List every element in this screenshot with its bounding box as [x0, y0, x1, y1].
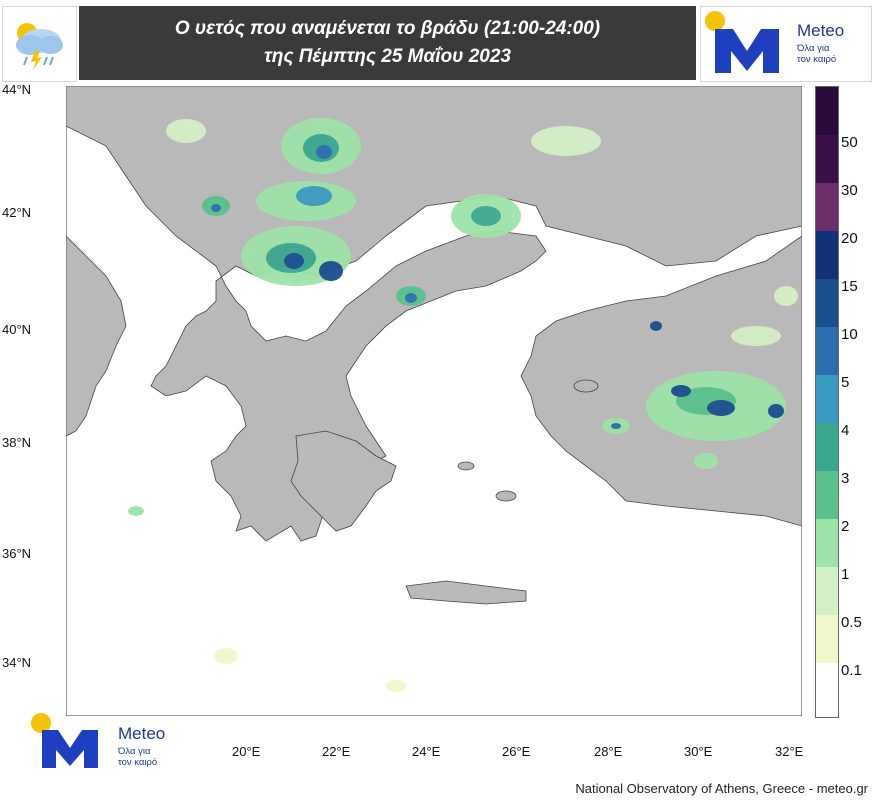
- legend-label: 10: [841, 326, 858, 343]
- legend-swatch: [816, 567, 838, 615]
- rain-cloud-icon: [2, 6, 77, 82]
- lon-label: 20°E: [232, 744, 261, 759]
- lat-label: 44°N: [2, 82, 32, 97]
- legend-label: 15: [841, 278, 858, 295]
- legend-swatch: [816, 375, 838, 423]
- lon-label: 30°E: [684, 744, 713, 759]
- legend-swatch: [816, 519, 838, 567]
- lat-label: 42°N: [2, 205, 32, 220]
- title-bar: Ο υετός που αναμένεται το βράδυ (21:00-2…: [79, 6, 696, 80]
- lon-label: 22°E: [322, 744, 351, 759]
- land-italy: [65, 235, 127, 437]
- legend-label: 2: [841, 518, 850, 535]
- meteo-logo-top: Meteo Όλα για τον καιρό: [700, 6, 872, 82]
- legend-label: 30: [841, 182, 858, 199]
- legend-swatch: [816, 663, 838, 717]
- legend-swatch: [816, 471, 838, 519]
- logo-tagline-2: τον καιρό: [797, 54, 837, 65]
- lat-label: 40°N: [2, 322, 32, 337]
- legend-swatch: [816, 183, 838, 231]
- lon-label: 28°E: [594, 744, 623, 759]
- lat-label: 34°N: [2, 655, 32, 670]
- legend-swatch: [816, 615, 838, 663]
- title-line-2: της Πέμπτης 25 Μαΐου 2023: [264, 46, 511, 67]
- legend-swatch: [816, 231, 838, 279]
- meteo-logo-bottom: Meteo Όλα για τον καιρό: [30, 712, 190, 772]
- precipitation-map: [65, 85, 803, 717]
- logo-tagline-1: Όλα για: [797, 43, 830, 54]
- credit-text: National Observatory of Athens, Greece -…: [575, 781, 868, 796]
- logo-brand: Meteo: [797, 21, 845, 40]
- lon-label: 26°E: [502, 744, 531, 759]
- legend-label: 0.1: [841, 662, 862, 679]
- title-line-1: Ο υετός που αναμένεται το βράδυ (21:00-2…: [174, 18, 601, 39]
- legend-swatch: [816, 87, 838, 135]
- legend-swatch: [816, 135, 838, 183]
- legend-label: 3: [841, 470, 850, 487]
- precipitation-areas: [128, 118, 798, 692]
- lon-label: 32°E: [775, 744, 804, 759]
- legend-label: 5: [841, 374, 850, 391]
- legend-label: 1: [841, 566, 850, 583]
- logo-brand: Meteo: [118, 724, 166, 743]
- legend-swatch: [816, 279, 838, 327]
- logo-tagline-2: τον καιρό: [118, 757, 158, 768]
- land-crete: [405, 580, 527, 605]
- legend-color-bar: [815, 86, 839, 718]
- land-peloponnese: [290, 430, 397, 532]
- lon-label: 24°E: [412, 744, 441, 759]
- legend-label: 50: [841, 134, 858, 151]
- legend-swatch: [816, 327, 838, 375]
- lat-label: 36°N: [2, 546, 32, 561]
- lat-label: 38°N: [2, 435, 32, 450]
- legend-label: 0.5: [841, 614, 862, 631]
- legend-swatch: [816, 423, 838, 471]
- legend-label: 4: [841, 422, 850, 439]
- land-anatolia: [520, 235, 803, 527]
- legend-label: 20: [841, 230, 858, 247]
- logo-tagline-1: Όλα για: [118, 746, 151, 757]
